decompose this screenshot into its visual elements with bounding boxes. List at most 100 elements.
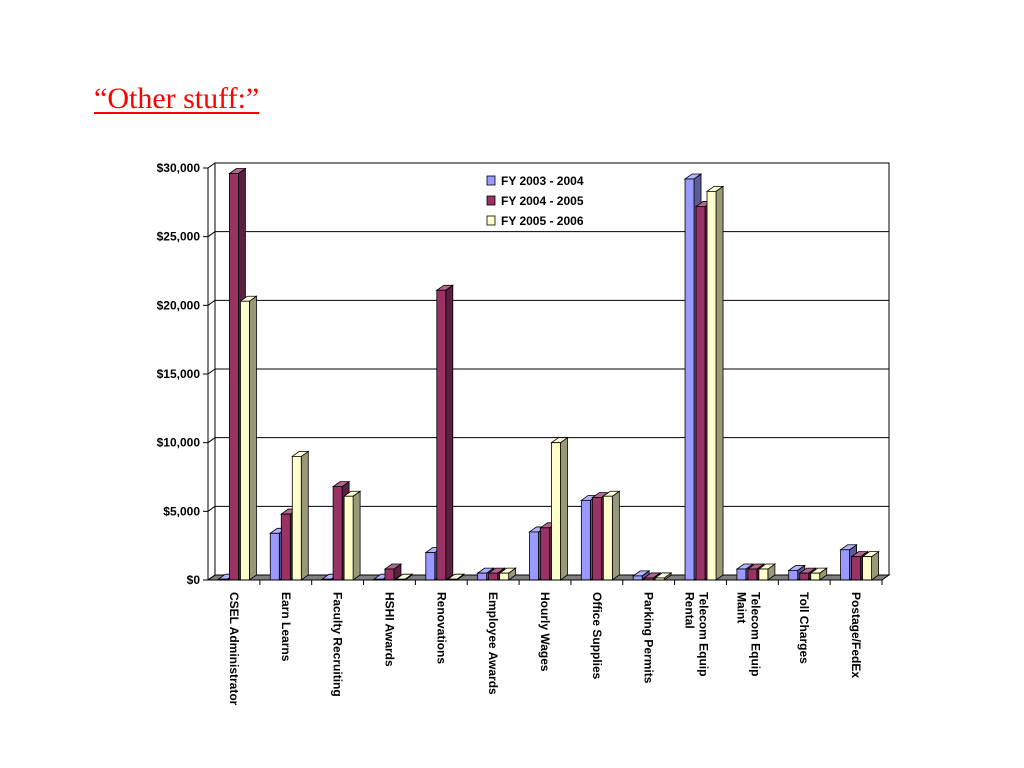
bar-front — [695, 206, 706, 581]
x-category-label: Telecom EquipMaint — [734, 592, 762, 676]
legend-label: FY 2004 - 2005 — [501, 194, 584, 208]
y-tick-label: $30,000 — [157, 161, 201, 175]
bar — [705, 185, 725, 581]
bar-front — [343, 495, 354, 581]
gridlines — [207, 162, 889, 581]
legend-label: FY 2003 - 2004 — [501, 174, 584, 188]
bar-front — [425, 552, 436, 581]
bar-front — [280, 513, 291, 581]
y-tick-label: $5,000 — [163, 504, 200, 518]
legend-label: FY 2005 - 2006 — [501, 214, 584, 228]
legend-item: FY 2003 - 2004 — [486, 174, 584, 188]
slide-title: “Other stuff:” — [94, 82, 260, 115]
x-category-label-line: Faculty Recruiting — [331, 592, 345, 697]
bar-front — [810, 572, 821, 581]
bar — [435, 284, 455, 581]
bar-front — [332, 486, 343, 581]
x-category-label: Telecom EquipRental — [683, 592, 711, 676]
bar-front — [747, 568, 758, 581]
legend-swatch — [486, 175, 496, 186]
gridline-side — [207, 231, 216, 238]
axes — [203, 167, 883, 585]
x-category-label: Earn Learns — [279, 592, 293, 662]
x-category-label: Toll Charges — [797, 592, 811, 664]
x-category-label-line: Telecom Equip — [697, 592, 711, 676]
bar — [550, 436, 569, 581]
bar-front — [758, 568, 769, 581]
bar-front — [291, 455, 302, 581]
bar-side — [352, 490, 361, 581]
bar — [239, 295, 258, 581]
gridline-side — [207, 505, 216, 512]
bar-front — [436, 289, 447, 581]
x-category-label: Postage/FedEx — [849, 592, 863, 678]
x-category-label-line: Maint — [734, 592, 748, 623]
bar — [602, 490, 621, 581]
x-category-label-line: Toll Charges — [797, 592, 811, 664]
x-category-label: Employee Awards — [486, 592, 500, 695]
x-category-label-line: Hourly Wages — [538, 592, 552, 672]
bar-front — [240, 300, 250, 581]
x-category-label: Office Supplies — [590, 592, 604, 680]
bar-side — [611, 490, 620, 581]
bar-side — [715, 185, 724, 581]
x-category-label-line: Office Supplies — [590, 592, 604, 680]
legend-item: FY 2004 - 2005 — [486, 194, 584, 208]
bar-side — [300, 450, 309, 581]
bar-front — [591, 497, 602, 581]
bar-front — [384, 568, 395, 581]
gridline-side — [207, 299, 216, 306]
gridline-side — [207, 437, 216, 444]
bar-front — [540, 527, 550, 581]
x-axis-category-labels: CSEL Administrator Earn Learns Faculty Rec… — [227, 592, 863, 706]
bar-front — [862, 556, 872, 581]
x-category-label: Renovations — [434, 592, 448, 664]
gridline-side — [207, 574, 216, 581]
bar-front — [602, 495, 613, 581]
bar-front — [529, 531, 539, 581]
legend-item: FY 2005 - 2006 — [486, 214, 584, 228]
legend-swatch — [486, 195, 496, 206]
x-category-label: Hourly Wages — [538, 592, 552, 672]
bar-front — [840, 549, 850, 581]
y-tick-label: $15,000 — [157, 367, 201, 381]
bar — [342, 490, 362, 581]
y-axis-tick-labels: $0 $5,000 $10,000 $15,000 $20,000 $25,000 $30,… — [157, 161, 201, 587]
bar-front — [684, 178, 695, 581]
legend: FY 2003 - 2004 FY 2004 - 2005 FY 2005 - 20… — [486, 174, 584, 228]
bar-side — [560, 436, 568, 581]
x-category-label: Faculty Recruiting — [331, 592, 345, 697]
y-tick-label: $0 — [187, 573, 201, 587]
x-category-label: HSHI Awards — [382, 592, 396, 667]
y-tick-label: $10,000 — [157, 436, 201, 450]
y-tick-label: $20,000 — [157, 298, 201, 312]
bar-front — [706, 190, 717, 581]
x-category-label: Parking Permits — [642, 592, 656, 684]
bar-front — [477, 572, 488, 581]
bar-front — [736, 568, 747, 581]
bar-front — [580, 499, 591, 581]
x-category-label-line: Employee Awards — [486, 592, 500, 695]
bar — [809, 567, 828, 581]
x-category-label-line: Earn Learns — [279, 592, 293, 662]
legend-swatch — [486, 215, 496, 226]
x-category-label-line: Renovations — [434, 592, 448, 664]
gridline-side — [207, 162, 216, 169]
bar-front — [269, 532, 280, 581]
bar-front — [551, 442, 561, 581]
gridline-side — [207, 368, 216, 375]
x-category-label-line: HSHI Awards — [382, 592, 396, 667]
bar-front — [229, 173, 239, 581]
bar-front — [851, 556, 861, 581]
bar — [291, 450, 310, 581]
x-category-label-line: Rental — [683, 592, 697, 629]
x-category-label-line: Parking Permits — [642, 592, 656, 684]
bar-front — [632, 575, 643, 581]
bar-front — [799, 572, 810, 581]
x-category-label-line: Telecom Equip — [748, 592, 762, 676]
bar-side — [249, 295, 257, 581]
x-category-label: CSEL Administrator — [227, 592, 241, 706]
bar-front — [488, 572, 499, 581]
bar-front — [499, 572, 510, 581]
